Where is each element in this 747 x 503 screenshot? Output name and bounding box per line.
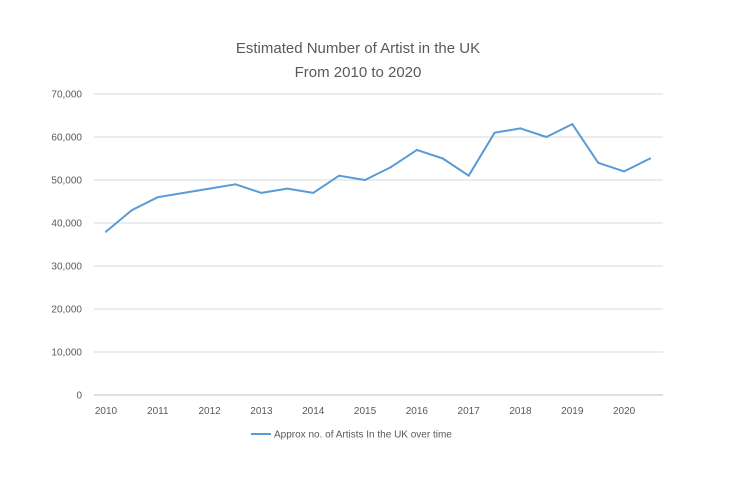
data-point bbox=[441, 157, 444, 160]
y-tick-label: 40,000 bbox=[51, 219, 82, 230]
x-tick-label: 2013 bbox=[250, 406, 273, 417]
data-point bbox=[467, 174, 470, 177]
data-point bbox=[182, 191, 185, 194]
data-point bbox=[597, 161, 600, 164]
data-point bbox=[208, 187, 211, 190]
x-tick-label: 2011 bbox=[147, 406, 169, 417]
series-line bbox=[105, 123, 651, 233]
y-tick-label: 60,000 bbox=[51, 133, 82, 144]
chart-subtitle: From 2010 to 2020 bbox=[295, 64, 422, 81]
chart-title: Estimated Number of Artist in the UK bbox=[236, 40, 480, 57]
plot-area bbox=[105, 123, 651, 233]
data-point bbox=[519, 127, 522, 130]
x-tick-label: 2012 bbox=[198, 406, 221, 417]
gridlines bbox=[94, 93, 663, 396]
data-point bbox=[312, 191, 315, 194]
data-point bbox=[545, 136, 548, 138]
x-tick-label: 2014 bbox=[302, 406, 325, 417]
data-point bbox=[260, 191, 263, 194]
data-point bbox=[286, 187, 289, 190]
x-axis: 2010 2011 2012 2013 2014 2015 2016 2017 2018 2019… bbox=[95, 406, 636, 417]
y-tick-label: 10,000 bbox=[51, 348, 82, 359]
y-tick-label: 0 bbox=[76, 391, 82, 402]
legend: Approx no. of Artists In the UK over tim… bbox=[251, 430, 452, 441]
x-tick-label: 2019 bbox=[561, 406, 584, 417]
data-point bbox=[493, 131, 496, 134]
data-point bbox=[130, 209, 133, 212]
x-tick-label: 2010 bbox=[95, 406, 118, 417]
x-tick-label: 2017 bbox=[458, 406, 481, 417]
x-tick-label: 2015 bbox=[354, 406, 377, 417]
data-point bbox=[623, 170, 626, 173]
data-point bbox=[571, 123, 574, 126]
y-tick-label: 30,000 bbox=[51, 262, 82, 273]
x-tick-label: 2016 bbox=[406, 406, 429, 417]
y-tick-label: 50,000 bbox=[51, 176, 82, 187]
data-point bbox=[390, 166, 392, 169]
x-tick-label: 2018 bbox=[509, 406, 532, 417]
y-tick-label: 70,000 bbox=[51, 90, 82, 101]
data-point bbox=[234, 183, 237, 186]
data-point bbox=[649, 157, 651, 160]
data-point bbox=[105, 230, 107, 233]
data-point bbox=[364, 179, 366, 181]
legend-label: Approx no. of Artists In the UK over tim… bbox=[274, 430, 452, 441]
x-tick-label: 2020 bbox=[613, 406, 636, 417]
y-axis: 0 10,000 20,000 30,000 40,000 50,000 60,000 70,… bbox=[51, 90, 82, 402]
data-point bbox=[415, 148, 418, 151]
data-point bbox=[156, 196, 159, 199]
data-point bbox=[338, 174, 341, 177]
y-tick-label: 20,000 bbox=[51, 305, 82, 316]
